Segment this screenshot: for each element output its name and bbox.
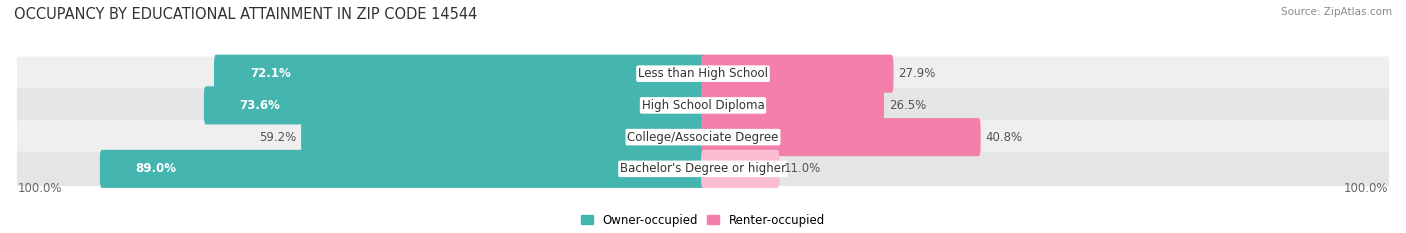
- Text: High School Diploma: High School Diploma: [641, 99, 765, 112]
- FancyBboxPatch shape: [214, 55, 704, 93]
- Text: 26.5%: 26.5%: [889, 99, 927, 112]
- Text: 89.0%: 89.0%: [135, 162, 177, 175]
- FancyBboxPatch shape: [17, 88, 1389, 123]
- FancyBboxPatch shape: [17, 120, 1389, 154]
- FancyBboxPatch shape: [702, 150, 779, 188]
- FancyBboxPatch shape: [702, 55, 893, 93]
- Text: 27.9%: 27.9%: [898, 67, 935, 80]
- Text: College/Associate Degree: College/Associate Degree: [627, 131, 779, 144]
- FancyBboxPatch shape: [301, 118, 704, 156]
- Text: Source: ZipAtlas.com: Source: ZipAtlas.com: [1281, 7, 1392, 17]
- Text: 59.2%: 59.2%: [259, 131, 297, 144]
- Text: 100.0%: 100.0%: [17, 182, 62, 195]
- Text: OCCUPANCY BY EDUCATIONAL ATTAINMENT IN ZIP CODE 14544: OCCUPANCY BY EDUCATIONAL ATTAINMENT IN Z…: [14, 7, 478, 22]
- Text: 40.8%: 40.8%: [986, 131, 1022, 144]
- Legend: Owner-occupied, Renter-occupied: Owner-occupied, Renter-occupied: [581, 214, 825, 227]
- FancyBboxPatch shape: [702, 86, 884, 124]
- FancyBboxPatch shape: [702, 118, 980, 156]
- Text: 11.0%: 11.0%: [785, 162, 821, 175]
- Text: 100.0%: 100.0%: [1344, 182, 1389, 195]
- Text: Less than High School: Less than High School: [638, 67, 768, 80]
- FancyBboxPatch shape: [100, 150, 704, 188]
- FancyBboxPatch shape: [204, 86, 704, 124]
- Text: Bachelor's Degree or higher: Bachelor's Degree or higher: [620, 162, 786, 175]
- FancyBboxPatch shape: [17, 57, 1389, 91]
- Text: 72.1%: 72.1%: [250, 67, 291, 80]
- Text: 73.6%: 73.6%: [239, 99, 281, 112]
- FancyBboxPatch shape: [17, 152, 1389, 186]
